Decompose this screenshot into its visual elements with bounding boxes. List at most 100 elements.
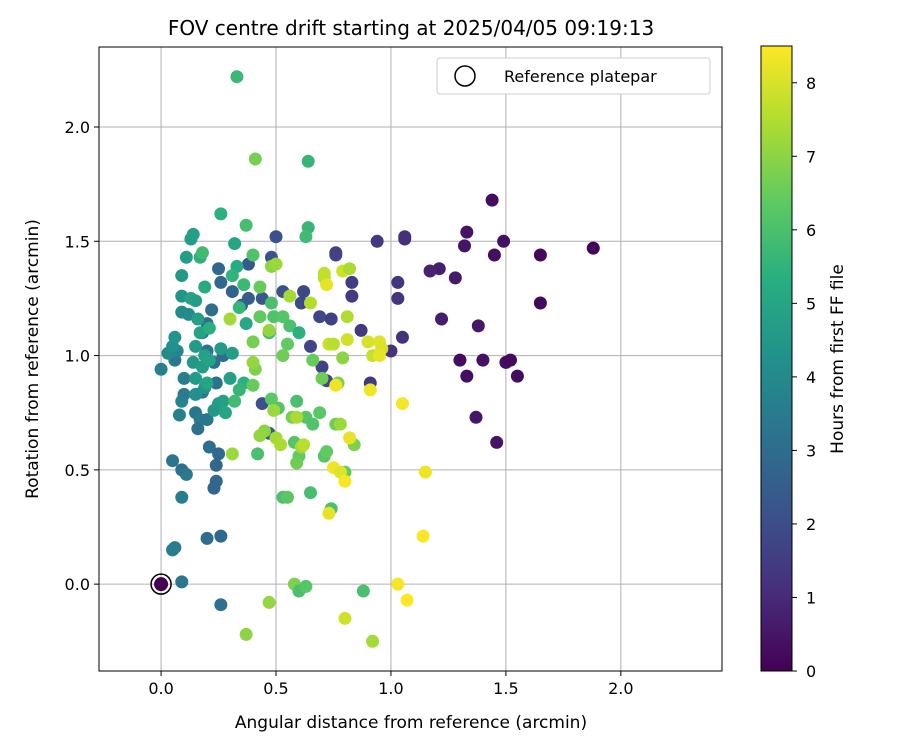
data-point bbox=[166, 454, 180, 468]
data-point bbox=[177, 387, 191, 401]
data-point bbox=[239, 627, 253, 641]
y-axis-ticks: 0.0 0.5 1.0 1.5 2.0 bbox=[65, 118, 99, 594]
data-point bbox=[214, 529, 228, 543]
data-point bbox=[395, 397, 409, 411]
y-tick-label: 0.0 bbox=[65, 575, 90, 594]
data-point bbox=[471, 319, 485, 333]
data-point bbox=[391, 291, 405, 305]
data-point bbox=[458, 239, 472, 253]
data-point bbox=[340, 333, 354, 347]
data-point bbox=[303, 296, 317, 310]
data-point bbox=[294, 296, 308, 310]
colorbar-tick-label: 1 bbox=[806, 588, 816, 607]
data-point bbox=[189, 371, 203, 385]
data-point bbox=[246, 248, 260, 262]
legend: Reference platepar bbox=[436, 57, 711, 95]
colorbar-tick-label: 5 bbox=[806, 294, 816, 313]
chart-title: FOV centre drift starting at 2025/04/05 … bbox=[168, 16, 654, 40]
data-point bbox=[175, 490, 189, 504]
data-point bbox=[320, 445, 334, 459]
data-point bbox=[239, 218, 253, 232]
data-point bbox=[281, 337, 295, 351]
reference-ring bbox=[150, 573, 172, 595]
data-point bbox=[283, 319, 297, 333]
data-point bbox=[214, 275, 228, 289]
data-point bbox=[370, 234, 384, 248]
data-point bbox=[223, 312, 237, 326]
data-point bbox=[283, 289, 297, 303]
colorbar-tick-label: 6 bbox=[806, 221, 816, 240]
y-axis-label: Rotation from reference (arcmin) bbox=[23, 219, 43, 499]
colorbar-tick-label: 3 bbox=[806, 441, 816, 460]
data-point bbox=[177, 371, 191, 385]
data-point bbox=[299, 230, 313, 244]
data-point bbox=[269, 230, 283, 244]
data-point bbox=[292, 326, 306, 340]
data-point bbox=[191, 422, 205, 436]
y-tick-label: 0.5 bbox=[65, 461, 90, 480]
data-point bbox=[435, 312, 449, 326]
y-tick-label: 1.5 bbox=[65, 232, 90, 251]
data-point bbox=[262, 595, 276, 609]
data-point bbox=[460, 369, 474, 383]
data-point bbox=[340, 310, 354, 324]
data-point bbox=[299, 579, 313, 593]
colorbar: 0 1 2 3 4 5 6 7 8 Hours from first FF file bbox=[760, 45, 848, 681]
data-point bbox=[214, 342, 228, 356]
colorbar-gradient bbox=[760, 45, 793, 672]
data-points bbox=[154, 70, 600, 648]
x-tick-label: 1.5 bbox=[493, 679, 518, 698]
data-point bbox=[267, 403, 281, 417]
data-point bbox=[303, 486, 317, 500]
data-point bbox=[338, 474, 352, 488]
data-point bbox=[214, 207, 228, 221]
data-point bbox=[200, 376, 214, 390]
y-tick-label: 2.0 bbox=[65, 118, 90, 137]
data-point bbox=[230, 70, 244, 84]
data-point bbox=[212, 262, 226, 276]
data-point bbox=[418, 465, 432, 479]
data-point bbox=[460, 225, 474, 239]
data-point bbox=[218, 406, 232, 420]
data-point bbox=[251, 447, 265, 461]
data-point bbox=[398, 230, 412, 244]
data-point bbox=[320, 278, 334, 292]
data-point bbox=[303, 339, 317, 353]
data-point bbox=[329, 378, 343, 392]
data-point bbox=[202, 321, 216, 335]
x-tick-label: 0.0 bbox=[148, 679, 173, 698]
data-point bbox=[269, 257, 283, 271]
colorbar-tick-label: 2 bbox=[806, 515, 816, 534]
data-point bbox=[189, 387, 203, 401]
data-point bbox=[179, 467, 193, 481]
data-point bbox=[246, 378, 260, 392]
data-point bbox=[297, 285, 311, 299]
data-point bbox=[395, 330, 409, 344]
data-point bbox=[267, 310, 281, 324]
data-point bbox=[487, 248, 501, 262]
data-point bbox=[453, 353, 467, 367]
data-point bbox=[317, 266, 331, 280]
data-point bbox=[168, 330, 182, 344]
data-point bbox=[209, 458, 223, 472]
data-point bbox=[262, 323, 276, 337]
data-point bbox=[372, 349, 386, 363]
colorbar-tick-label: 7 bbox=[806, 147, 816, 166]
data-point bbox=[179, 250, 193, 264]
data-point bbox=[391, 577, 405, 591]
data-point bbox=[228, 394, 242, 408]
data-point bbox=[400, 593, 414, 607]
x-axis-ticks: 0.0 0.5 1.0 1.5 2.0 bbox=[148, 671, 634, 698]
data-point bbox=[423, 264, 437, 278]
data-point bbox=[175, 575, 189, 589]
data-point bbox=[228, 237, 242, 251]
data-point bbox=[363, 383, 377, 397]
data-point bbox=[202, 353, 216, 367]
data-point bbox=[533, 248, 547, 262]
colorbar-tick-label: 0 bbox=[806, 662, 816, 681]
data-point bbox=[336, 351, 350, 365]
data-point bbox=[212, 447, 226, 461]
data-point bbox=[290, 410, 304, 424]
data-point bbox=[497, 234, 511, 248]
